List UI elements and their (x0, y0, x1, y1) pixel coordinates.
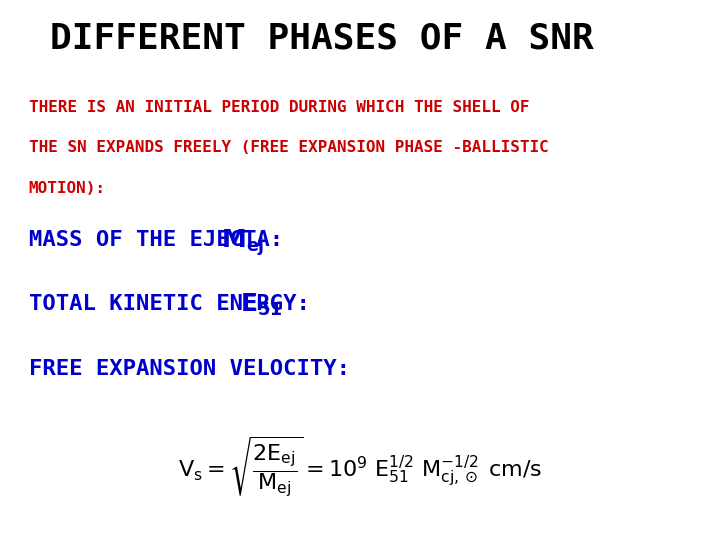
Text: $\mathbf{M_{ej}}$: $\mathbf{M_{ej}}$ (221, 227, 264, 258)
Text: FREE EXPANSION VELOCITY:: FREE EXPANSION VELOCITY: (29, 359, 350, 379)
Text: MOTION):: MOTION): (29, 181, 106, 196)
Text: DIFFERENT PHASES OF A SNR: DIFFERENT PHASES OF A SNR (50, 22, 594, 56)
Text: $\mathrm{V_s = \sqrt{\dfrac{2E_{ej}}{M_{ej}}} = 10^9\ E_{51}^{1/2}\ M_{cj,\odot}: $\mathrm{V_s = \sqrt{\dfrac{2E_{ej}}{M_{… (178, 435, 542, 499)
Text: THERE IS AN INITIAL PERIOD DURING WHICH THE SHELL OF: THERE IS AN INITIAL PERIOD DURING WHICH … (29, 100, 529, 115)
Text: THE SN EXPANDS FREELY (FREE EXPANSION PHASE -BALLISTIC: THE SN EXPANDS FREELY (FREE EXPANSION PH… (29, 140, 549, 156)
Text: TOTAL KINETIC ENERGY:: TOTAL KINETIC ENERGY: (29, 294, 323, 314)
Text: $\mathbf{E_{51}}$: $\mathbf{E_{51}}$ (240, 292, 282, 318)
Text: MASS OF THE EJECTA:: MASS OF THE EJECTA: (29, 230, 297, 249)
